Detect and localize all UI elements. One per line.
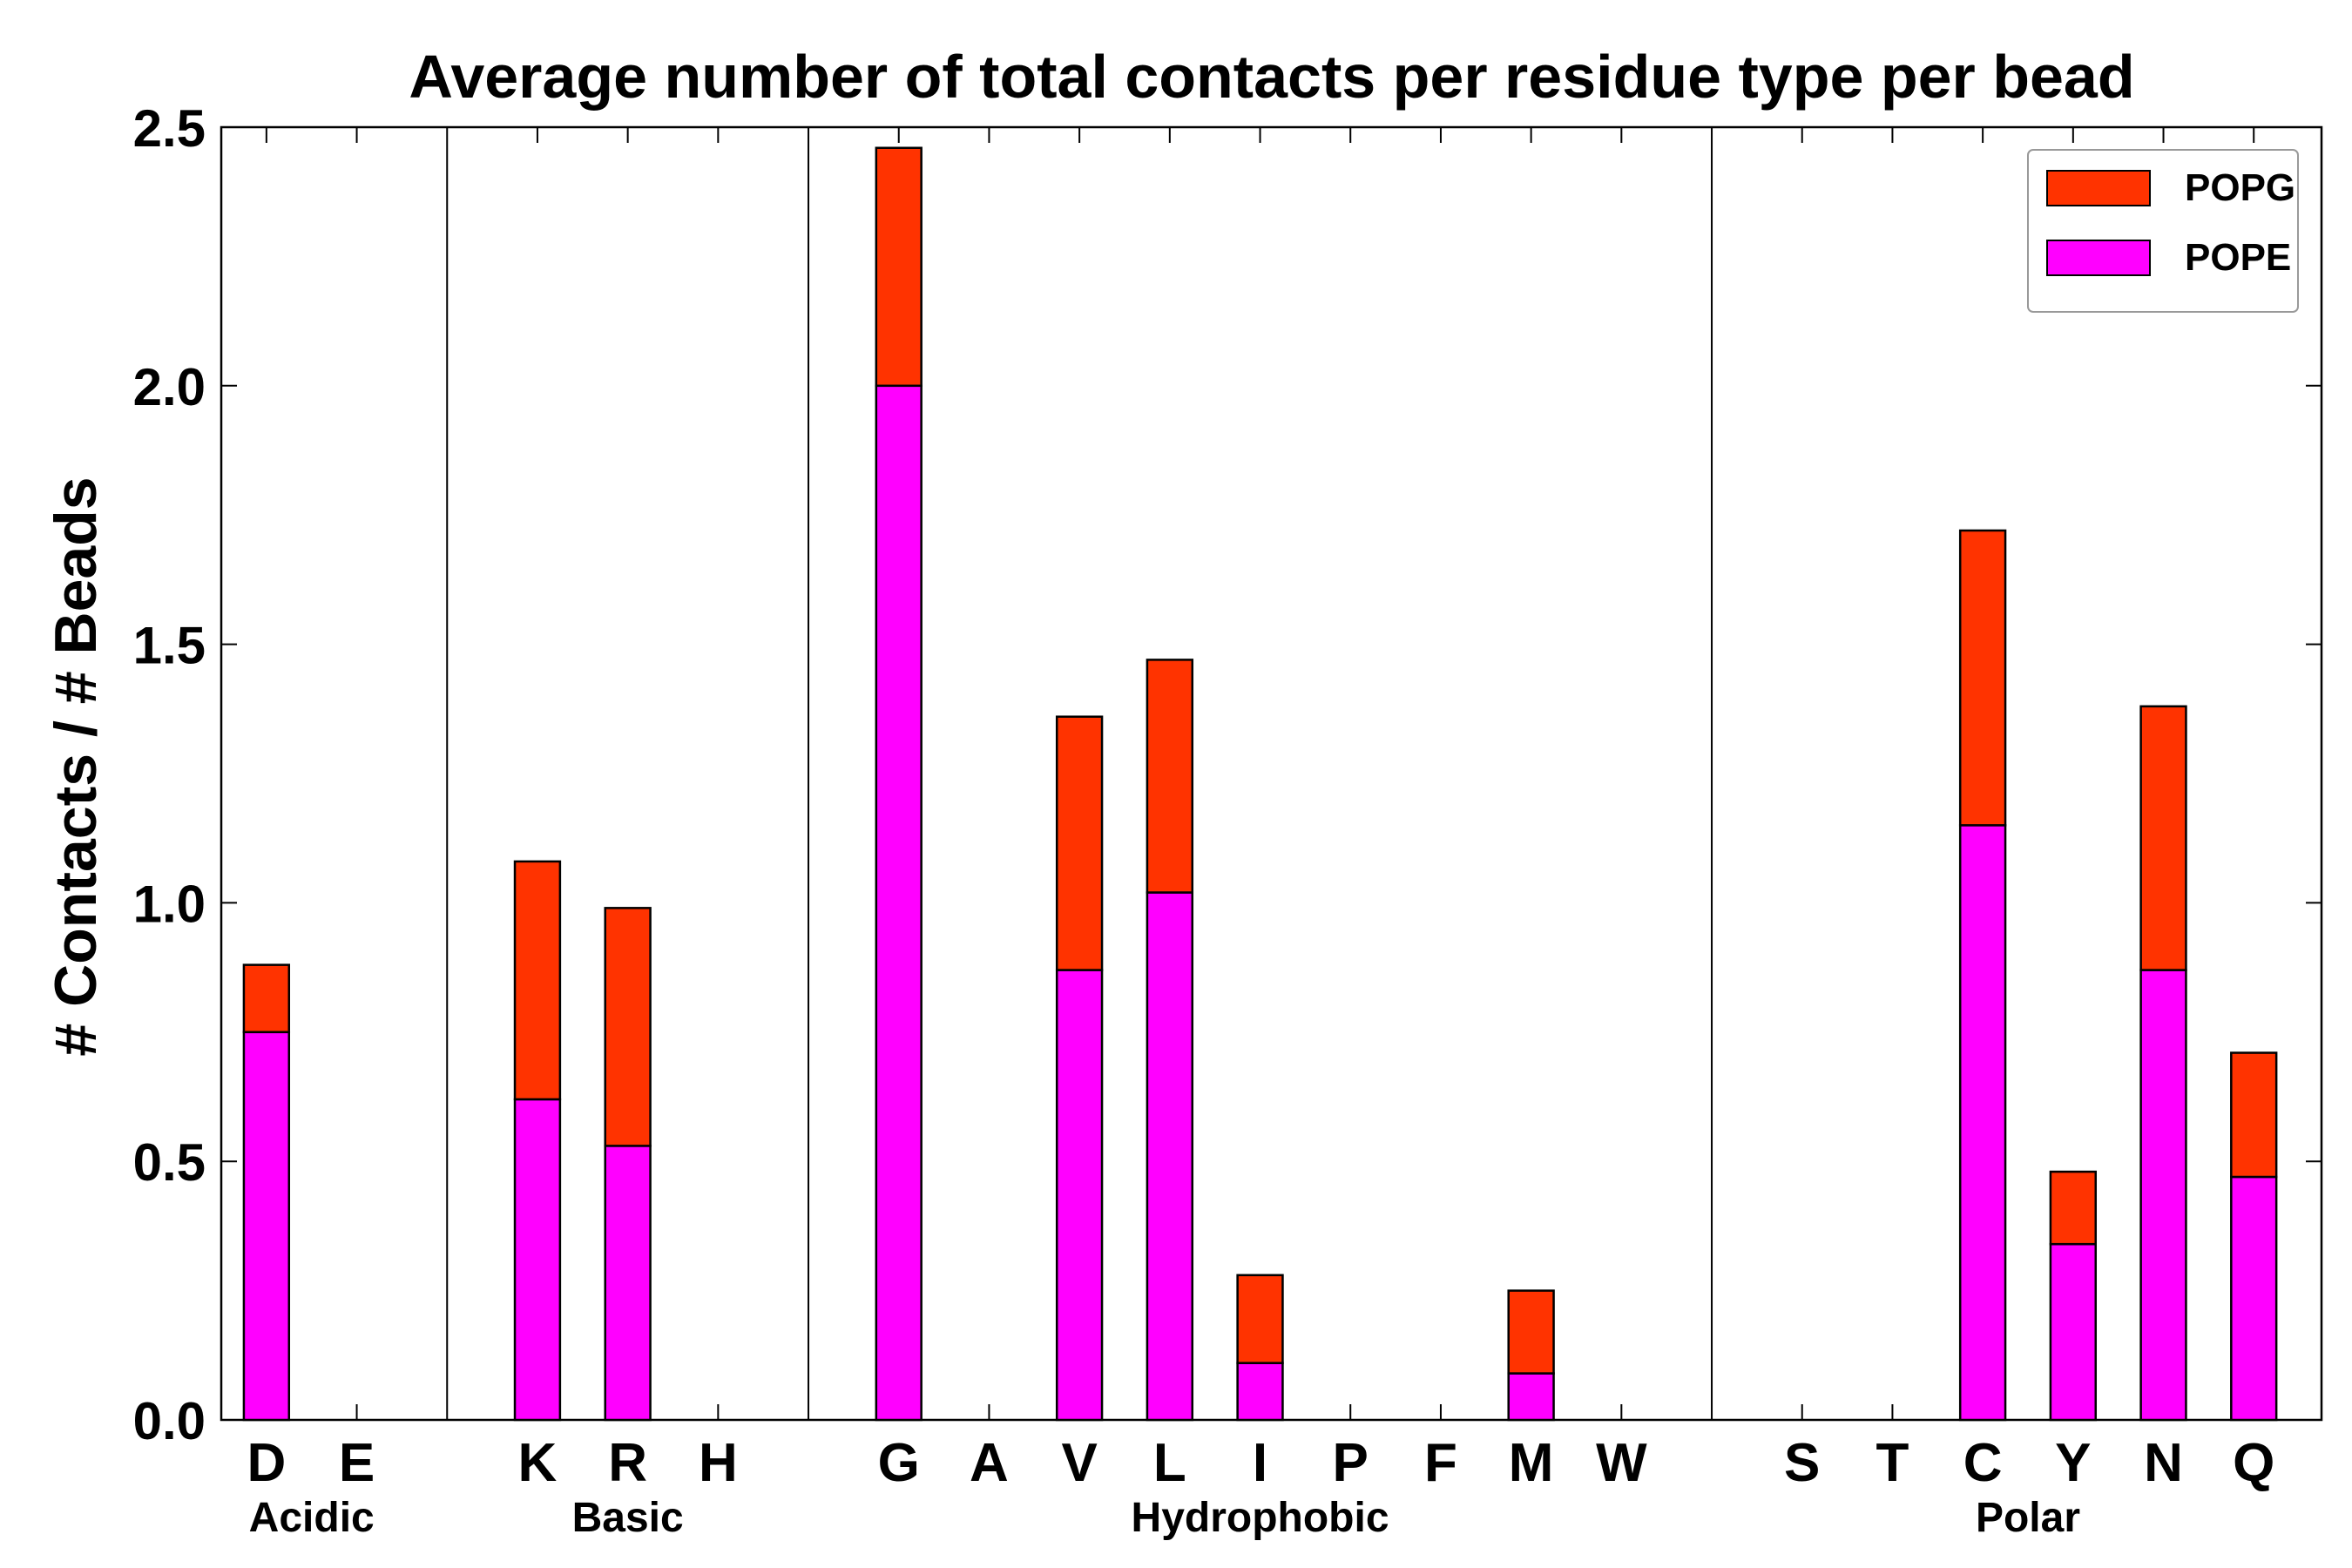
bar-pope xyxy=(1055,969,1104,1422)
bar-pope xyxy=(2139,969,2187,1422)
group-label: Polar xyxy=(1976,1495,2080,1541)
y-tick-label: 1.0 xyxy=(133,875,206,933)
bar-pope xyxy=(875,384,923,1422)
y-tick-label: 0.0 xyxy=(133,1392,206,1450)
bar-pope xyxy=(2049,1242,2098,1422)
x-tick-label: N xyxy=(2144,1433,2183,1493)
plot-area: 0.0 0.5 1.0 1.5 2.0 2.5 D E K R H G A V L I P F M W S T C Y N Q Ac… xyxy=(133,99,2323,1541)
x-tick-label: A xyxy=(970,1433,1009,1493)
x-tick-label: L xyxy=(1153,1433,1186,1493)
x-tick-label: M xyxy=(1509,1433,1554,1493)
bar-popg xyxy=(875,146,923,388)
bar-pope xyxy=(242,1031,291,1422)
group-label: Basic xyxy=(572,1495,684,1541)
y-tick-label: 2.5 xyxy=(133,99,206,158)
legend-swatch xyxy=(2046,240,2151,276)
x-tick-label: V xyxy=(1061,1433,1097,1493)
group-label: Hydrophobic xyxy=(1132,1495,1389,1541)
chart-title: Average number of total contacts per res… xyxy=(409,43,2134,111)
y-tick-label: 1.5 xyxy=(133,617,206,675)
legend-swatch xyxy=(2046,170,2151,206)
bar-popg xyxy=(604,907,652,1147)
bar-pope xyxy=(513,1098,562,1422)
bar-popg xyxy=(2139,705,2187,971)
x-tick-label: W xyxy=(1596,1433,1647,1493)
bar-popg xyxy=(242,963,291,1034)
group-label: Acidic xyxy=(249,1495,375,1541)
bar-popg xyxy=(2230,1051,2278,1179)
legend: POPG POPE xyxy=(2027,149,2299,313)
y-tick-label: 2.0 xyxy=(133,358,206,416)
bar-popg xyxy=(1055,715,1104,971)
bar-pope xyxy=(1146,891,1194,1422)
x-tick-label: K xyxy=(518,1433,558,1493)
bar-pope xyxy=(1236,1362,1284,1422)
y-axis-label: # Contacts / # Beads xyxy=(43,476,109,1056)
x-tick-label: H xyxy=(699,1433,738,1493)
bar-pope xyxy=(1958,824,2007,1422)
x-tick-label: E xyxy=(339,1433,375,1493)
x-tick-label: Y xyxy=(2055,1433,2091,1493)
x-tick-label: R xyxy=(608,1433,647,1493)
x-tick-label: I xyxy=(1253,1433,1267,1493)
bar-popg xyxy=(2049,1170,2098,1246)
x-tick-label: P xyxy=(1333,1433,1369,1493)
bar-popg xyxy=(1236,1274,1284,1364)
bar-popg xyxy=(1958,529,2007,827)
x-tick-label: F xyxy=(1424,1433,1457,1493)
x-tick-label: G xyxy=(878,1433,920,1493)
y-tick-label: 0.5 xyxy=(133,1133,206,1192)
bar-popg xyxy=(1507,1289,1555,1375)
x-tick-label: D xyxy=(247,1433,286,1493)
x-tick-label: C xyxy=(1963,1433,2003,1493)
legend-label: POPE xyxy=(2185,236,2291,279)
legend-label: POPG xyxy=(2185,166,2295,209)
x-tick-label: T xyxy=(1876,1433,1909,1493)
bar-popg xyxy=(513,860,562,1101)
bar-pope xyxy=(1507,1372,1555,1422)
bar-pope xyxy=(604,1145,652,1422)
bar-popg xyxy=(1146,659,1194,894)
bar-pope xyxy=(2230,1175,2278,1422)
x-tick-label: Q xyxy=(2233,1433,2274,1493)
x-tick-label: S xyxy=(1784,1433,1820,1493)
